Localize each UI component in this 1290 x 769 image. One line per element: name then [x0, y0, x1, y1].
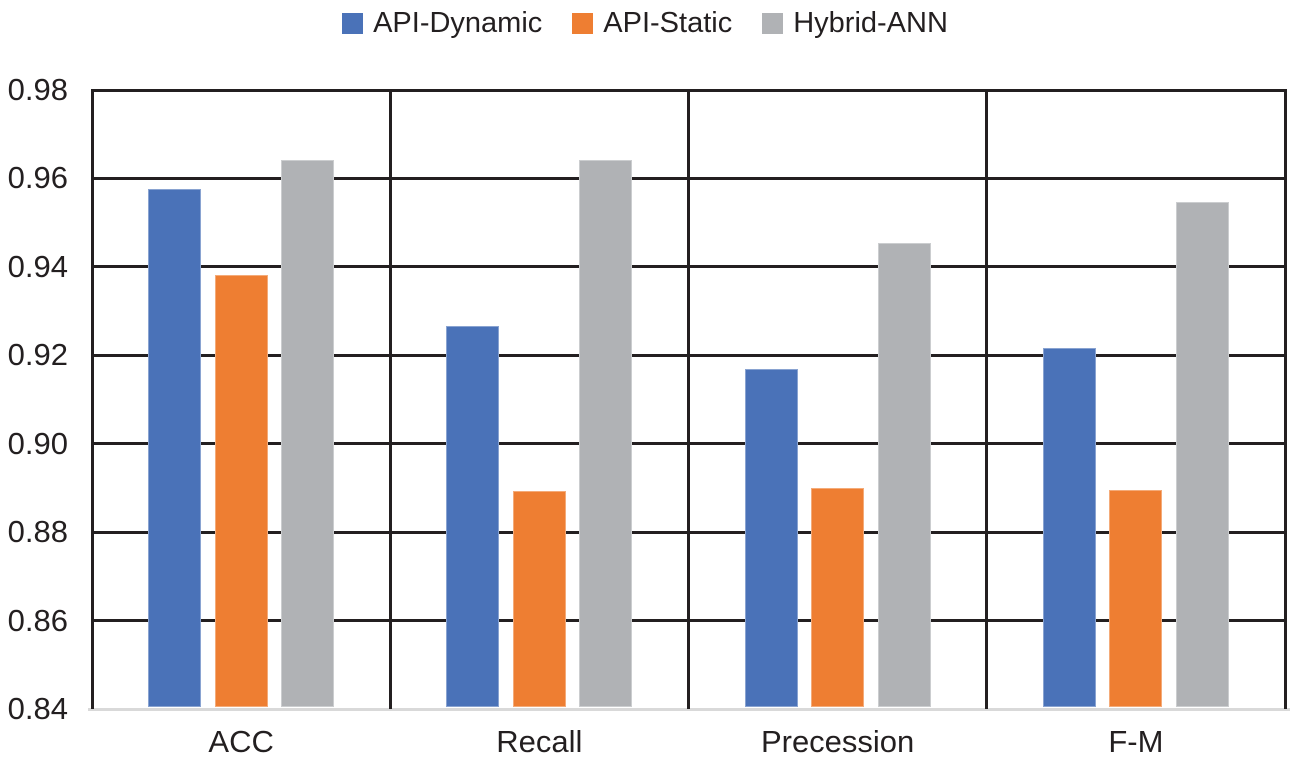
bar-f-m-api-static [1109, 489, 1163, 707]
legend-item-api-static: API-Static [572, 7, 732, 40]
y-tick-label: 0.86 [7, 602, 68, 638]
x-category-label: F-M [1108, 724, 1164, 759]
legend-label: Hybrid-ANN [793, 6, 948, 39]
legend-swatch-api-static-icon [572, 12, 594, 34]
bar-recall-api-static [512, 491, 566, 707]
category-separator [388, 88, 392, 709]
y-tick-label: 0.96 [7, 160, 68, 196]
y-tick-label: 0.84 [7, 691, 68, 726]
legend-item-hybrid-ann: Hybrid-ANN [762, 7, 948, 40]
x-category-label: ACC [208, 724, 274, 759]
y-tick-label: 0.88 [7, 514, 68, 550]
plot-right-border [1283, 88, 1287, 709]
bar-acc-api-dynamic [148, 189, 202, 707]
y-tick-label: 0.92 [7, 337, 68, 373]
y-axis-line [90, 88, 94, 709]
x-category-label: Recall [496, 724, 583, 759]
legend-label: API-Static [603, 6, 733, 39]
legend-item-api-dynamic: API-Dynamic [342, 7, 542, 40]
y-tick-label: 0.94 [7, 248, 68, 284]
chart-legend: API-Dynamic API-Static Hybrid-ANN [0, 2, 1290, 44]
bar-acc-api-static [214, 274, 268, 707]
legend-label: API-Dynamic [373, 6, 543, 39]
bar-recall-hybrid-ann [579, 160, 633, 707]
y-tick-label: 0.98 [7, 72, 68, 107]
x-category-label: Precession [760, 724, 915, 759]
category-separator [687, 88, 690, 709]
bar-f-m-hybrid-ann [1175, 202, 1229, 707]
bar-recall-api-dynamic [446, 326, 500, 707]
y-tick-label: 0.90 [7, 425, 68, 461]
bar-precession-hybrid-ann [877, 242, 931, 707]
category-separator [985, 88, 989, 709]
legend-swatch-api-dynamic-icon [342, 12, 364, 34]
x-axis-baseline [88, 707, 1290, 711]
bar-f-m-api-dynamic [1042, 348, 1096, 707]
bar-acc-hybrid-ann [281, 160, 335, 707]
bar-precession-api-static [811, 487, 865, 707]
bar-precession-api-dynamic [744, 369, 798, 707]
legend-swatch-hybrid-ann-icon [762, 12, 784, 34]
